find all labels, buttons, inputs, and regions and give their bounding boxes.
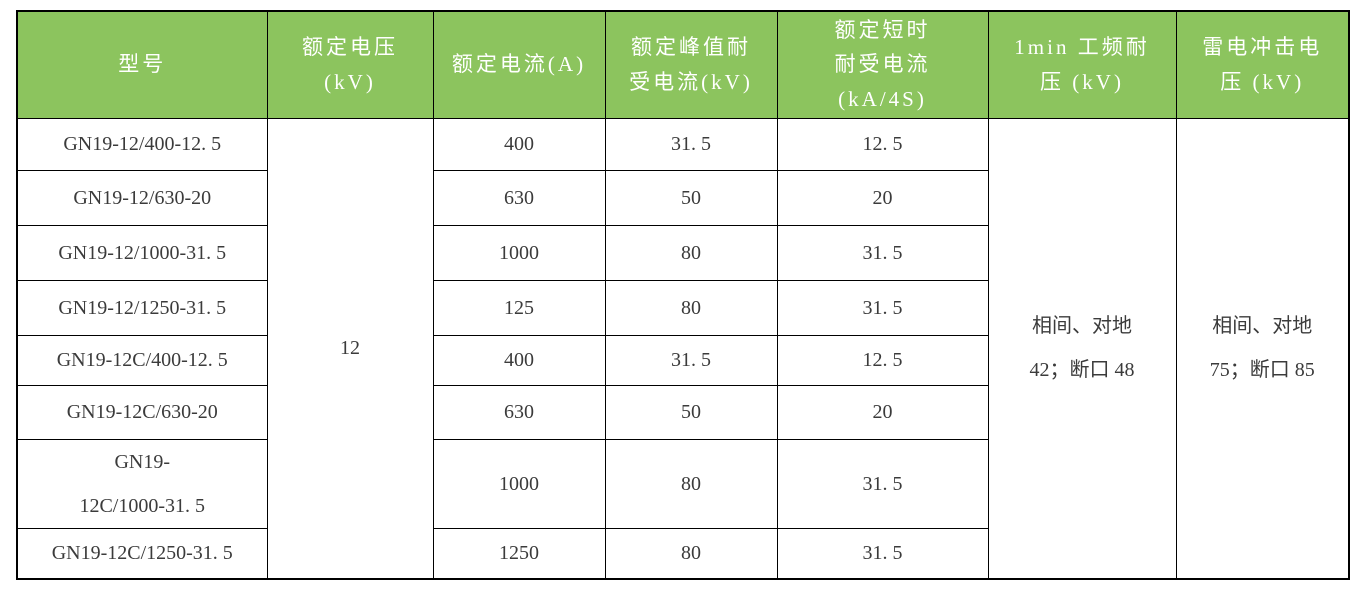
short-time-withstand-cell: 31. 5 bbox=[776, 279, 989, 336]
short-time-withstand-cell: 20 bbox=[776, 169, 989, 226]
power-frequency-withstand-merged-cell: 相间、对地 42；断口 48 bbox=[987, 117, 1177, 580]
model-cell: GN19-12C/630-20 bbox=[16, 384, 268, 440]
lightning-impulse-merged-cell: 相间、对地 75；断口 85 bbox=[1175, 117, 1350, 580]
rated-current-cell: 400 bbox=[432, 117, 606, 171]
table-row: GN19-12C/1250-31. 5 1250 80 31. 5 bbox=[16, 527, 1349, 580]
rated-current-cell: 400 bbox=[432, 334, 606, 386]
peak-withstand-cell: 50 bbox=[604, 384, 778, 440]
col-header-model: 型号 bbox=[16, 10, 268, 119]
rated-current-cell: 630 bbox=[432, 169, 606, 226]
col-header-rated-voltage: 额定电压 (kV) bbox=[266, 10, 434, 119]
table-row: GN19-12/400-12. 5 12 400 31. 5 12. 5 相间、… bbox=[16, 117, 1350, 580]
switch-spec-table: 型号 额定电压 (kV) 额定电流(A) 额定峰值耐 受电流(kV) 额定短时 … bbox=[16, 10, 1350, 580]
header-row: 型号 额定电压 (kV) 额定电流(A) 额定峰值耐 受电流(kV) 额定短时 … bbox=[16, 10, 1350, 119]
rated-current-cell: 1000 bbox=[432, 438, 606, 529]
spec-table-container: 型号 额定电压 (kV) 额定电流(A) 额定峰值耐 受电流(kV) 额定短时 … bbox=[16, 10, 1350, 580]
peak-withstand-cell: 80 bbox=[604, 438, 778, 529]
rated-current-cell: 630 bbox=[432, 384, 606, 440]
short-time-withstand-cell: 12. 5 bbox=[776, 117, 989, 171]
short-time-withstand-cell: 12. 5 bbox=[776, 334, 989, 386]
rated-current-cell: 1000 bbox=[432, 224, 606, 281]
peak-withstand-cell: 31. 5 bbox=[604, 117, 778, 171]
col-header-power-frequency-withstand: 1min 工频耐 压 (kV) bbox=[987, 10, 1177, 119]
model-cell: GN19-12/1000-31. 5 bbox=[16, 224, 268, 281]
table-row: GN19-12C/630-20 630 50 20 bbox=[16, 384, 1349, 440]
table-row: GN19-12/1250-31. 5 125 80 31. 5 bbox=[16, 279, 1349, 336]
model-cell: GN19-12C/400-12. 5 bbox=[16, 334, 268, 386]
rated-current-cell: 125 bbox=[432, 279, 606, 336]
short-time-withstand-cell: 20 bbox=[776, 384, 989, 440]
peak-withstand-cell: 80 bbox=[604, 279, 778, 336]
table-row: GN19- 12C/1000-31. 5 1000 80 31. 5 bbox=[16, 438, 1349, 529]
short-time-withstand-cell: 31. 5 bbox=[776, 224, 989, 281]
table-row: GN19-12/630-20 630 50 20 bbox=[16, 169, 1349, 226]
peak-withstand-cell: 31. 5 bbox=[604, 334, 778, 386]
peak-withstand-cell: 80 bbox=[604, 224, 778, 281]
model-cell: GN19- 12C/1000-31. 5 bbox=[16, 438, 268, 529]
peak-withstand-cell: 50 bbox=[604, 169, 778, 226]
short-time-withstand-cell: 31. 5 bbox=[776, 527, 989, 580]
short-time-withstand-cell: 31. 5 bbox=[776, 438, 989, 529]
col-header-lightning-impulse: 雷电冲击电 压 (kV) bbox=[1175, 10, 1350, 119]
model-cell: GN19-12/1250-31. 5 bbox=[16, 279, 268, 336]
model-cell: GN19-12/400-12. 5 bbox=[16, 117, 268, 171]
table-row: GN19-12/1000-31. 5 1000 80 31. 5 bbox=[16, 224, 1349, 281]
col-header-peak-withstand-current: 额定峰值耐 受电流(kV) bbox=[604, 10, 778, 119]
rated-voltage-merged-cell: 12 bbox=[266, 117, 434, 580]
rated-current-cell: 1250 bbox=[432, 527, 606, 580]
table-row: GN19-12C/400-12. 5 400 31. 5 12. 5 bbox=[16, 334, 1349, 386]
col-header-rated-current: 额定电流(A) bbox=[432, 10, 606, 119]
col-header-short-time-withstand-current: 额定短时 耐受电流 (kA/4S) bbox=[776, 10, 989, 119]
model-cell: GN19-12C/1250-31. 5 bbox=[16, 527, 268, 580]
model-cell: GN19-12/630-20 bbox=[16, 169, 268, 226]
peak-withstand-cell: 80 bbox=[604, 527, 778, 580]
